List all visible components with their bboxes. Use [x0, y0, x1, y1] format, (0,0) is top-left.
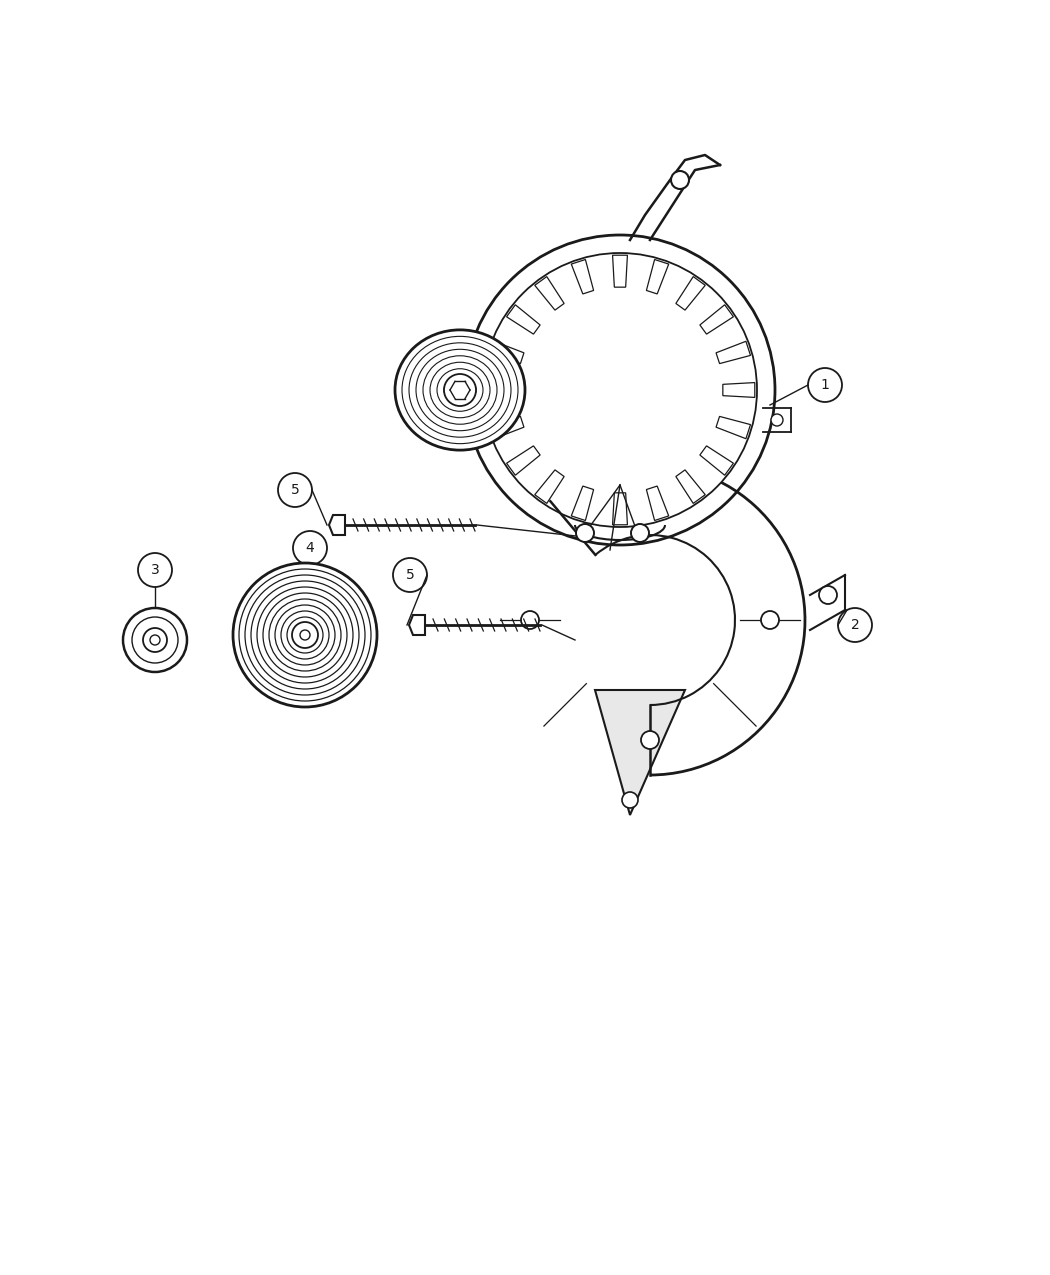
- Circle shape: [465, 235, 775, 544]
- Circle shape: [521, 611, 539, 629]
- Circle shape: [292, 622, 318, 648]
- Circle shape: [150, 635, 160, 645]
- Circle shape: [761, 611, 779, 629]
- Circle shape: [293, 530, 327, 565]
- Circle shape: [819, 586, 837, 604]
- Text: 1: 1: [820, 377, 830, 391]
- Text: 2: 2: [850, 618, 859, 632]
- Circle shape: [671, 171, 689, 189]
- Circle shape: [143, 629, 167, 652]
- Circle shape: [640, 731, 659, 748]
- Circle shape: [631, 524, 649, 542]
- Text: 5: 5: [291, 483, 299, 497]
- Circle shape: [576, 524, 594, 542]
- Circle shape: [233, 564, 377, 708]
- Polygon shape: [595, 690, 685, 815]
- Circle shape: [444, 374, 476, 405]
- Polygon shape: [329, 515, 345, 536]
- Circle shape: [132, 617, 179, 663]
- Circle shape: [838, 608, 872, 643]
- Circle shape: [483, 252, 757, 527]
- Text: 3: 3: [150, 564, 160, 578]
- Text: 5: 5: [405, 567, 415, 581]
- Ellipse shape: [395, 330, 525, 450]
- Circle shape: [123, 608, 187, 672]
- Circle shape: [808, 368, 842, 402]
- Circle shape: [138, 553, 172, 586]
- Circle shape: [622, 792, 638, 808]
- Circle shape: [278, 473, 312, 507]
- Circle shape: [771, 414, 783, 426]
- Circle shape: [300, 630, 310, 640]
- Circle shape: [393, 558, 427, 592]
- Text: 4: 4: [306, 541, 314, 555]
- Polygon shape: [410, 615, 425, 635]
